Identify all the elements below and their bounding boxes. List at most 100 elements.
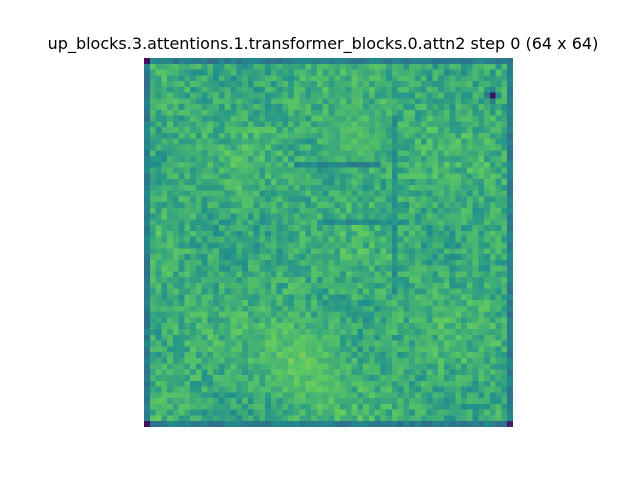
heatmap-cell [495, 305, 502, 312]
heatmap-cell [270, 415, 277, 422]
heatmap-cell [242, 363, 248, 370]
heatmap-cell [322, 184, 329, 191]
heatmap-cell [478, 104, 485, 111]
heatmap-cell [224, 213, 231, 220]
heatmap-cell [144, 375, 150, 381]
heatmap-cell [380, 127, 387, 134]
heatmap-cell [253, 352, 260, 358]
heatmap-cell [299, 317, 306, 324]
heatmap-cell [224, 138, 231, 145]
heatmap-cell [466, 334, 473, 341]
heatmap-cell [466, 288, 473, 295]
heatmap-cell [363, 271, 369, 278]
heatmap-cell [345, 328, 352, 335]
heatmap-cell [253, 346, 260, 353]
heatmap-cell [386, 357, 393, 364]
heatmap-cell [461, 409, 467, 416]
heatmap-cell [328, 398, 335, 405]
heatmap-cell [432, 150, 439, 157]
heatmap-cell [293, 219, 300, 226]
heatmap-cell [340, 415, 346, 422]
heatmap-cell [172, 334, 179, 341]
heatmap-cell [443, 219, 450, 226]
heatmap-cell [201, 254, 208, 260]
heatmap-cell [184, 328, 191, 335]
heatmap-cell [461, 311, 467, 318]
heatmap-cell [414, 109, 421, 116]
heatmap-cell [368, 242, 375, 249]
heatmap-cell [242, 386, 248, 393]
heatmap-cell [328, 161, 335, 168]
heatmap-cell [270, 144, 277, 151]
heatmap-cell [299, 144, 306, 151]
heatmap-cell [213, 81, 220, 87]
heatmap-cell [334, 352, 341, 358]
heatmap-cell [178, 311, 185, 318]
heatmap-cell [265, 363, 271, 370]
heatmap-cell [374, 288, 381, 295]
heatmap-cell [403, 294, 410, 301]
heatmap-cell [305, 421, 312, 427]
heatmap-cell [190, 311, 197, 318]
heatmap-cell [276, 323, 283, 330]
heatmap-cell [230, 161, 237, 168]
heatmap-cell [501, 323, 508, 330]
heatmap-cell [270, 386, 277, 393]
heatmap-cell [149, 294, 156, 301]
heatmap-cell [218, 98, 225, 105]
heatmap-cell [242, 173, 248, 180]
heatmap-cell [328, 277, 335, 283]
heatmap-cell [420, 305, 427, 312]
heatmap-cell [507, 58, 513, 64]
heatmap-cell [414, 357, 421, 364]
heatmap-cell [489, 294, 496, 301]
heatmap-cell [368, 167, 375, 174]
heatmap-cell [403, 352, 410, 358]
heatmap-cell [149, 403, 156, 410]
heatmap-cell [195, 421, 202, 427]
heatmap-cell [305, 121, 312, 128]
heatmap-cell [299, 236, 306, 243]
heatmap-cell [461, 86, 467, 93]
heatmap-cell [391, 190, 398, 197]
heatmap-cell [472, 392, 479, 399]
heatmap-cell [334, 421, 341, 427]
heatmap-cell [282, 317, 289, 324]
heatmap-cell [311, 58, 318, 64]
heatmap-cell [334, 156, 341, 162]
heatmap-cell [472, 259, 479, 266]
heatmap-cell [276, 179, 283, 185]
heatmap-cell [299, 398, 306, 405]
heatmap-cell [161, 115, 168, 122]
heatmap-cell [270, 132, 277, 139]
heatmap-cell [397, 282, 404, 289]
heatmap-cell [438, 173, 444, 180]
heatmap-cell [495, 167, 502, 174]
heatmap-cell [322, 242, 329, 249]
heatmap-cell [299, 300, 306, 307]
heatmap-cell [472, 173, 479, 180]
heatmap-cell [340, 104, 346, 111]
heatmap-cell [495, 294, 502, 301]
heatmap-cell [432, 363, 439, 370]
heatmap-cell [322, 398, 329, 405]
heatmap-cell [149, 369, 156, 376]
heatmap-cell [195, 340, 202, 347]
heatmap-cell [461, 392, 467, 399]
heatmap-cell [340, 346, 346, 353]
heatmap-cell [299, 340, 306, 347]
heatmap-cell [403, 375, 410, 381]
heatmap-cell [374, 230, 381, 237]
heatmap-cell [149, 375, 156, 381]
heatmap-cell [443, 81, 450, 87]
heatmap-cell [265, 380, 271, 387]
heatmap-cell [184, 340, 191, 347]
heatmap-cell [155, 271, 162, 278]
heatmap-cell [455, 121, 462, 128]
heatmap-cell [201, 173, 208, 180]
heatmap-cell [340, 317, 346, 324]
heatmap-cell [178, 259, 185, 266]
heatmap-cell [288, 328, 295, 335]
heatmap-cell [161, 196, 168, 203]
heatmap-cell [167, 63, 173, 70]
